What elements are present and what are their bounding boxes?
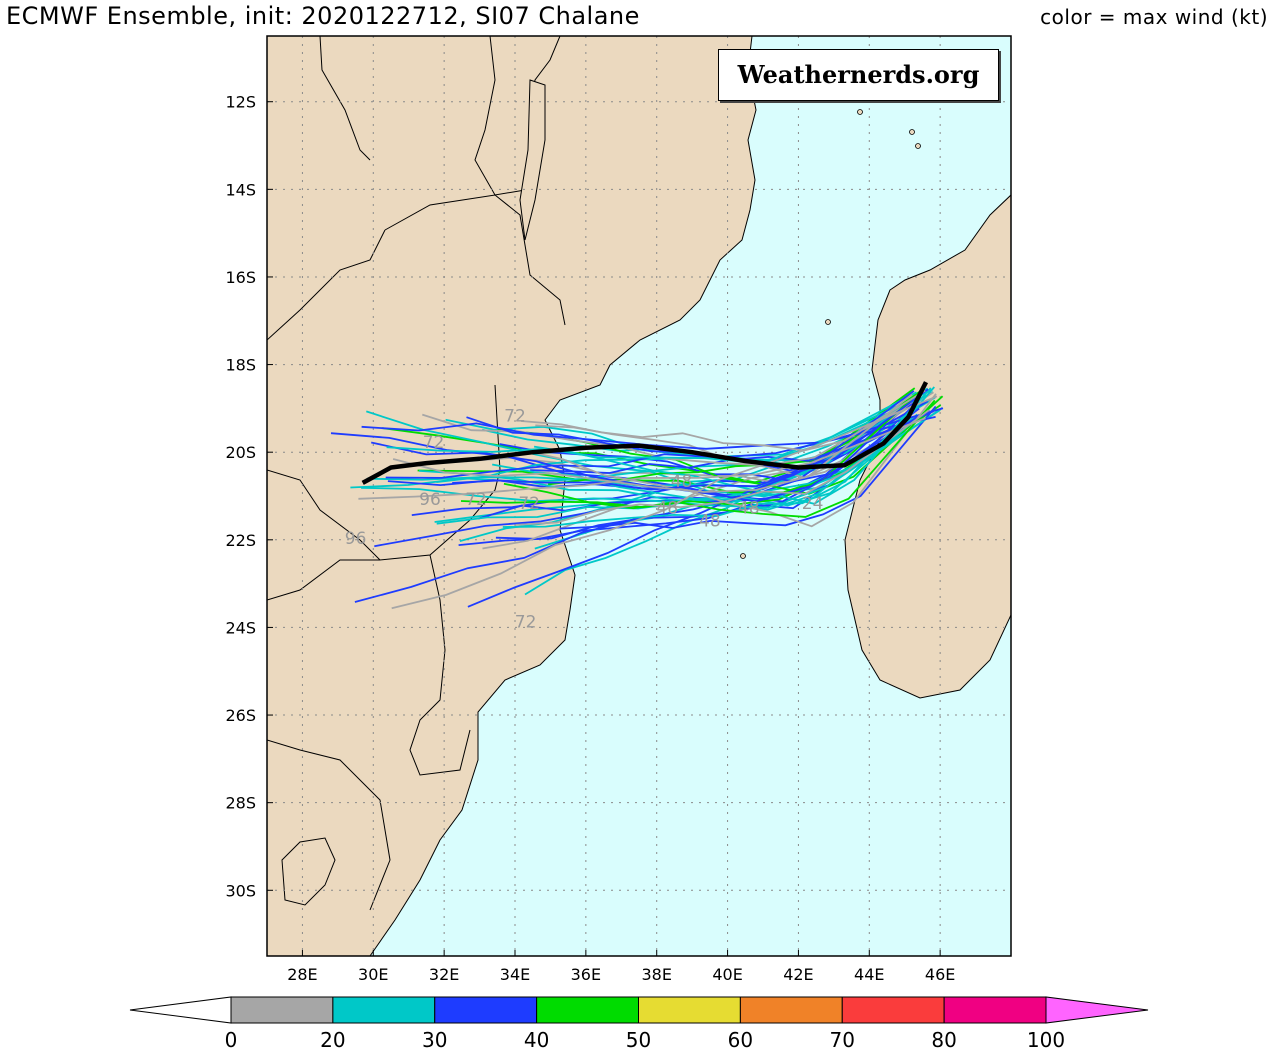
colorbar-under-arrow	[129, 996, 232, 1024]
country-border	[409, 554, 471, 776]
member-track	[419, 413, 918, 511]
member-track	[391, 395, 938, 610]
colorbar-label: 50	[626, 1028, 651, 1052]
member-track	[387, 390, 915, 491]
colorbar: 0 20 30 40 50 60 70 80 100	[129, 996, 1149, 1052]
colorbar-label: 0	[225, 1028, 238, 1052]
country-border	[267, 559, 380, 601]
watermark-logo: Weathernerds.org	[718, 49, 999, 101]
ensemble-tracks	[330, 381, 944, 610]
lon-tick-label: 36E	[571, 965, 601, 984]
lon-tick-label: 44E	[854, 965, 884, 984]
colorbar-label: 20	[320, 1028, 345, 1052]
member-track	[386, 391, 917, 464]
grid-layer	[267, 36, 1011, 956]
map-frame	[266, 35, 1012, 957]
island	[915, 143, 921, 149]
chart-title: ECMWF Ensemble, init: 2020122712, SI07 C…	[6, 2, 640, 30]
hour-labels: 72 72 96 72 72 96 72 48 48 48 24 48	[345, 407, 824, 633]
member-track	[503, 399, 936, 518]
colorbar-label: 100	[1027, 1028, 1065, 1052]
lon-tick-label: 40E	[712, 965, 742, 984]
lesotho-border	[281, 837, 336, 906]
colorbar-bin	[434, 996, 538, 1024]
lat-tick-label: 18S	[225, 356, 256, 375]
lat-tick-label: 22S	[225, 531, 256, 550]
forecast-hour-label: 72	[515, 612, 537, 632]
country-border	[267, 229, 386, 341]
colorbar-bin	[943, 996, 1047, 1024]
forecast-hour-label: 72	[423, 433, 445, 453]
forecast-hour-label: 72	[504, 407, 526, 427]
colorbar-over-arrow	[1045, 996, 1149, 1024]
lat-tick-label: 30S	[225, 881, 256, 900]
country-border	[474, 36, 526, 196]
forecast-hour-label: 96	[419, 490, 441, 510]
country-border	[319, 36, 371, 161]
member-track	[422, 401, 913, 467]
lat-tick-label: 14S	[225, 180, 256, 199]
colorbar-bin	[739, 996, 843, 1024]
colorbar-bin	[230, 996, 334, 1024]
forecast-hour-label: 72	[518, 494, 540, 514]
colorbar-label: 40	[524, 1028, 549, 1052]
lat-tick-label: 16S	[225, 268, 256, 287]
country-border	[384, 194, 566, 326]
colorbar-bin	[638, 996, 741, 1024]
lon-tick-label: 34E	[500, 965, 530, 984]
forecast-hour-label: 48	[699, 512, 721, 532]
colorbar-bin	[536, 996, 639, 1024]
lake-outline	[519, 79, 546, 241]
country-border	[267, 739, 391, 911]
member-track	[385, 407, 944, 479]
member-track	[559, 405, 937, 530]
member-track	[502, 387, 932, 528]
island	[909, 129, 915, 135]
lat-tick-label: 20S	[225, 443, 256, 462]
forecast-hour-label: 96	[345, 529, 367, 549]
colorbar-label: 80	[931, 1028, 956, 1052]
forecast-hour-label: 48	[657, 499, 679, 519]
color-legend-caption: color = max wind (kt)	[1040, 5, 1268, 29]
lat-tick-label: 12S	[225, 93, 256, 112]
colorbar-bin	[841, 996, 945, 1024]
island	[740, 553, 746, 559]
lon-tick-label: 28E	[287, 965, 317, 984]
lon-tick-label: 38E	[641, 965, 671, 984]
lon-tick-label: 30E	[358, 965, 388, 984]
member-track	[358, 417, 926, 500]
lat-tick-label: 24S	[225, 618, 256, 637]
island	[857, 109, 863, 115]
lat-tick-label: 26S	[225, 706, 256, 725]
forecast-hour-label: 24	[802, 494, 824, 514]
forecast-hour-label: 48	[738, 499, 760, 519]
lat-tick-label: 28S	[225, 794, 256, 813]
land-layer	[267, 36, 1011, 956]
madagascar-landmass	[844, 194, 1011, 699]
forecast-hour-label: 72	[465, 490, 487, 510]
colorbar-label: 60	[728, 1028, 753, 1052]
axis-labels: 12S 14S 16S 18S 20S 22S 24S 26S 28S 30S 28E 30E 32E 3…	[225, 93, 955, 984]
colorbar-label: 70	[830, 1028, 855, 1052]
member-track	[520, 389, 926, 452]
colorbar-bin	[332, 996, 436, 1024]
member-track	[515, 409, 930, 526]
member-track	[521, 393, 937, 528]
member-track	[392, 393, 913, 493]
colorbar-label: 30	[422, 1028, 447, 1052]
lon-tick-label: 42E	[783, 965, 813, 984]
forecast-hour-label: 48	[671, 472, 693, 492]
ensemble-mean-track	[361, 381, 929, 485]
lon-tick-label: 32E	[429, 965, 459, 984]
lon-tick-label: 46E	[925, 965, 955, 984]
island	[825, 319, 831, 325]
